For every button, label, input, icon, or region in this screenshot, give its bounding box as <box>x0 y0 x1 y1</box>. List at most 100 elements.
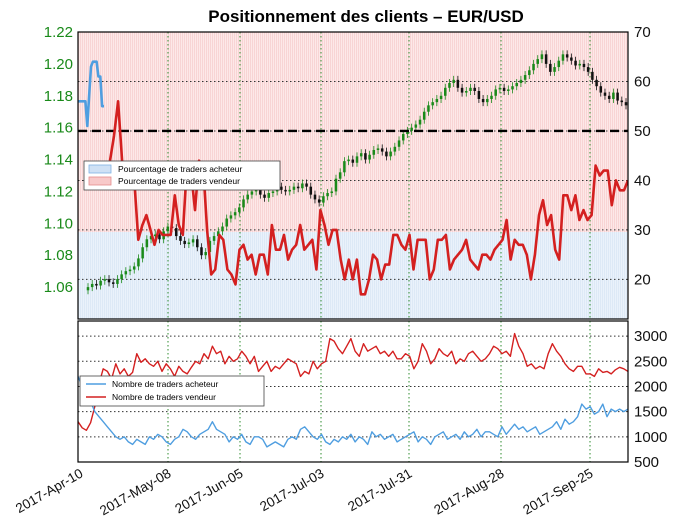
series-pct-sellers <box>108 100 628 296</box>
candle-body <box>296 186 300 189</box>
left-tick-label: 1.10 <box>44 215 73 232</box>
candle-body <box>616 92 619 101</box>
candle-body <box>401 134 405 141</box>
candle-body <box>435 98 439 103</box>
left-tick-label: 1.08 <box>44 247 73 264</box>
candle-body <box>347 159 350 162</box>
candle-body <box>250 191 254 195</box>
candle-body <box>456 79 460 88</box>
candle-body <box>624 102 628 106</box>
candle-body <box>120 274 123 280</box>
candle-body <box>557 60 561 68</box>
series-count-sellers <box>78 332 628 431</box>
candle-body <box>217 231 220 237</box>
legend-label-buyers-count: Nombre de traders acheteur <box>112 379 218 389</box>
candle-body <box>191 239 195 243</box>
candle-body <box>137 258 140 267</box>
candle-body <box>431 102 434 106</box>
candle-body <box>607 95 611 99</box>
legend-label-sellers-pct: Pourcentage de traders vendeur <box>118 176 240 186</box>
candle-body <box>595 79 598 87</box>
candle-body <box>536 59 539 64</box>
candle-body <box>544 54 548 64</box>
left-tick-label: 1.22 <box>44 24 73 41</box>
candle-body <box>528 70 531 76</box>
bottom-plot <box>78 332 628 448</box>
bottom-grid <box>78 321 628 462</box>
candle-body <box>406 130 409 135</box>
x-tick-label: 2017-Jun-05 <box>172 466 245 517</box>
candle-body <box>565 54 569 58</box>
candle-body <box>599 86 603 93</box>
candle-body <box>309 186 313 195</box>
top-panel-frame <box>77 31 629 320</box>
bottom-tick-label: 500 <box>634 454 659 471</box>
candle-body <box>523 75 527 80</box>
left-tick-label: 1.14 <box>44 152 73 169</box>
candle-body <box>574 60 577 66</box>
right-tick-label: 40 <box>634 172 651 189</box>
candle-body <box>414 124 418 128</box>
candle-body <box>385 151 388 157</box>
legend-label-buyers-pct: Pourcentage de traders acheteur <box>118 164 242 174</box>
candle-body <box>481 98 485 103</box>
candle-body <box>183 240 186 245</box>
x-tick-label: 2017-Sep-25 <box>520 466 595 518</box>
candle-body <box>313 194 317 200</box>
candle-body <box>452 79 455 84</box>
legend-swatch-sellers-pct <box>88 176 112 186</box>
candle-body <box>368 154 371 160</box>
candle-body <box>519 79 523 84</box>
candle-body <box>338 172 342 179</box>
candle-body <box>359 153 363 157</box>
candle-body <box>111 282 115 284</box>
candle-body <box>229 215 233 219</box>
top-legend-box <box>83 160 281 191</box>
candle-body <box>116 279 119 284</box>
candle-body <box>90 283 94 288</box>
right-tick-label: 30 <box>634 222 651 239</box>
candle-body <box>612 92 615 99</box>
candle-body <box>498 87 502 90</box>
candle-body <box>578 63 582 66</box>
left-tick-label: 1.16 <box>44 120 73 137</box>
candle-body <box>149 236 153 240</box>
bottom-legend: Nombre de traders acheteur Nombre de tra… <box>79 375 265 407</box>
x-tick-label: 2017-Apr-10 <box>13 466 86 517</box>
candle-body <box>532 63 535 71</box>
x-tick-label: 2017-May-08 <box>97 466 173 519</box>
candle-body <box>204 252 207 256</box>
candle-body <box>540 54 544 60</box>
x-tick-label: 2017-Aug-28 <box>431 466 506 518</box>
legend-swatch-buyers-pct <box>88 164 112 174</box>
candle-body <box>439 95 443 99</box>
bottom-panel-frame <box>77 320 629 463</box>
candle-body <box>490 95 493 99</box>
candle-body <box>225 218 228 227</box>
candle-body <box>549 63 552 72</box>
candle-body <box>107 279 111 283</box>
candle-body <box>380 148 384 152</box>
price-candles <box>86 50 628 295</box>
candle-body <box>95 283 98 286</box>
candle-body <box>507 89 510 91</box>
candle-body <box>330 191 334 194</box>
candle-body <box>515 83 518 87</box>
candle-body <box>86 287 90 291</box>
candle-body <box>570 57 573 61</box>
candle-body <box>582 63 586 68</box>
candle-body <box>586 67 590 72</box>
candle-body <box>376 148 380 150</box>
candle-body <box>326 193 329 197</box>
candle-body <box>334 178 338 192</box>
candle-body <box>477 90 481 99</box>
candle-body <box>259 188 262 195</box>
candle-body <box>364 153 367 160</box>
left-tick-label: 1.12 <box>44 183 73 200</box>
candle-body <box>263 194 266 198</box>
candle-body <box>128 269 132 272</box>
candle-body <box>292 186 296 190</box>
candle-body <box>158 234 161 240</box>
candle-body <box>448 83 451 88</box>
candle-body <box>502 87 506 91</box>
